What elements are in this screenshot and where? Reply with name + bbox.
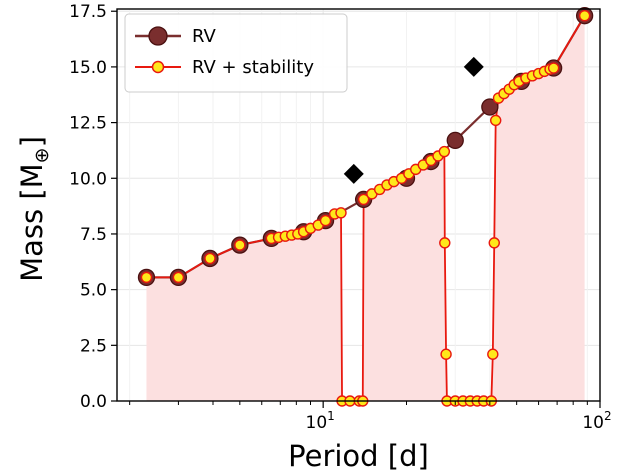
y-tick-label: 0.0 [80,392,107,412]
plot-frame [116,8,601,402]
stability-point [438,145,451,158]
y-axis-label-close: ] [15,136,49,147]
y-tick-label: 12.5 [69,114,107,134]
stability-point [204,252,216,265]
stability-point [335,207,347,219]
stability-point [172,271,185,284]
stability-point [319,214,332,227]
legend-stability-label: RV + stability [192,57,314,78]
y-axis-label-main: Mass [M [15,163,49,282]
stability-point [440,348,452,360]
diamond-markers [343,56,484,184]
y-tick-label: 10.0 [69,169,107,189]
y-tick-label: 2.5 [80,336,107,356]
stability-point [439,237,451,249]
diamond-point [463,56,484,77]
stability-point [234,239,246,251]
legend-box [124,13,348,93]
stability-fill-area [146,15,585,402]
legend-rv-label: RV [192,26,217,47]
y-axis-label: Mass [M⊕] [15,136,53,282]
x-tick-label-base: 10 [306,413,328,433]
y-tick-label: 5.0 [80,281,107,301]
x-axis-label: Period [d] [288,439,429,472]
y-tick-label: 17.5 [69,2,107,22]
stability-point [578,9,591,22]
stability-point [490,114,502,127]
x-tick-label-base: 10 [582,413,604,433]
x-tick-label-exponent: 1 [327,409,335,423]
stability-point [488,237,500,249]
legend: RV RV + stability [124,13,348,93]
stability-point [140,271,153,284]
stability-point [547,62,560,74]
x-tick-label: 102 [582,409,611,433]
x-tick-label: 101 [306,409,335,433]
legend-rv-marker [148,26,168,46]
y-axis-label-subscript: ⊕ [31,147,53,163]
rv-point [481,98,499,116]
stability-point [487,348,499,360]
stability-point [357,193,370,206]
y-tick-label: 15.0 [69,58,107,78]
rv-point [446,131,464,150]
legend-stability-marker [151,60,165,74]
diamond-point [343,163,364,184]
stability-fill [146,15,585,402]
x-tick-label-exponent: 2 [604,409,612,423]
y-tick-label: 7.5 [80,225,107,245]
